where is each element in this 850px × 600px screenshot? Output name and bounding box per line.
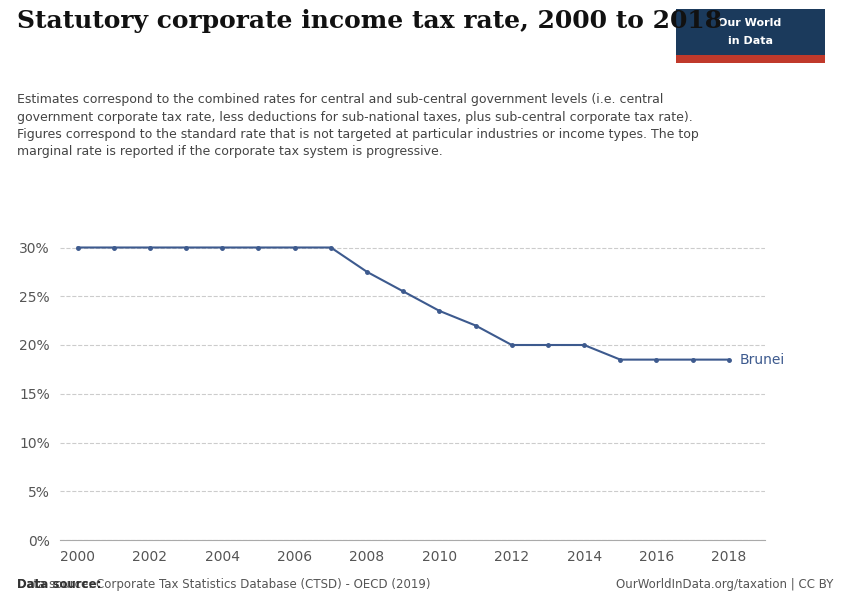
- Text: Our World: Our World: [718, 17, 782, 28]
- Text: Estimates correspond to the combined rates for central and sub-central governmen: Estimates correspond to the combined rat…: [17, 93, 699, 158]
- Text: Brunei: Brunei: [740, 353, 785, 367]
- FancyBboxPatch shape: [676, 9, 824, 63]
- Text: Statutory corporate income tax rate, 2000 to 2018: Statutory corporate income tax rate, 200…: [17, 9, 722, 33]
- Text: Data source:: Data source:: [17, 578, 101, 591]
- FancyBboxPatch shape: [676, 55, 824, 63]
- Text: OurWorldInData.org/taxation | CC BY: OurWorldInData.org/taxation | CC BY: [615, 578, 833, 591]
- Text: in Data: in Data: [728, 37, 773, 46]
- Text: Data source: Corporate Tax Statistics Database (CTSD) - OECD (2019): Data source: Corporate Tax Statistics Da…: [17, 578, 430, 591]
